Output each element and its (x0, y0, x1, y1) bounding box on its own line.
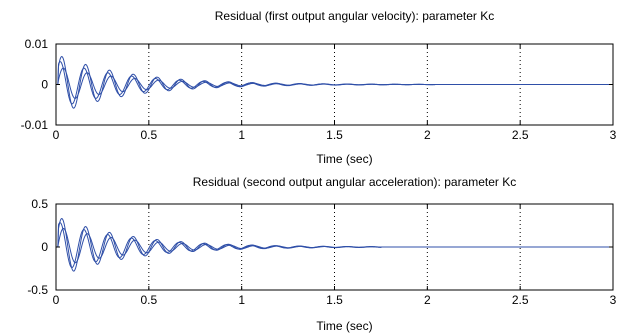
x-tick-label: 2 (424, 293, 431, 307)
x-tick-label: 0 (53, 293, 60, 307)
x-tick-label: 2.5 (512, 128, 529, 142)
x-tick-label: 0.5 (140, 128, 157, 142)
x-tick-label: 1 (238, 128, 245, 142)
x-tick-label: 1.5 (326, 293, 343, 307)
x-tick-label: 3 (610, 128, 617, 142)
x-tick-label: 2.5 (512, 293, 529, 307)
x-axis-label: Time (sec) (316, 152, 372, 166)
series-line-3 (56, 67, 613, 99)
series-line-3 (56, 227, 613, 264)
chart-title: Residual (second output angular accelera… (193, 175, 517, 189)
x-tick-label: 1 (238, 293, 245, 307)
y-tick-label: 0.01 (25, 37, 49, 51)
y-tick-label: -0.5 (27, 283, 48, 297)
y-tick-label: 0 (41, 240, 48, 254)
x-tick-label: 0 (53, 128, 60, 142)
chart-2: Residual (second output angular accelera… (27, 175, 616, 333)
chart-title: Residual (first output angular velocity)… (215, 9, 494, 23)
y-tick-label: 0 (41, 78, 48, 92)
x-tick-label: 2 (424, 128, 431, 142)
series-group (56, 55, 613, 109)
x-axis-label: Time (sec) (316, 319, 372, 333)
x-tick-label: 0.5 (140, 293, 157, 307)
y-tick-label: -0.01 (21, 118, 49, 132)
x-tick-label: 3 (610, 293, 617, 307)
series-group (56, 217, 613, 272)
chart-1: Residual (first output angular velocity)… (21, 9, 617, 166)
y-tick-label: 0.5 (31, 197, 48, 211)
x-tick-label: 1.5 (326, 128, 343, 142)
